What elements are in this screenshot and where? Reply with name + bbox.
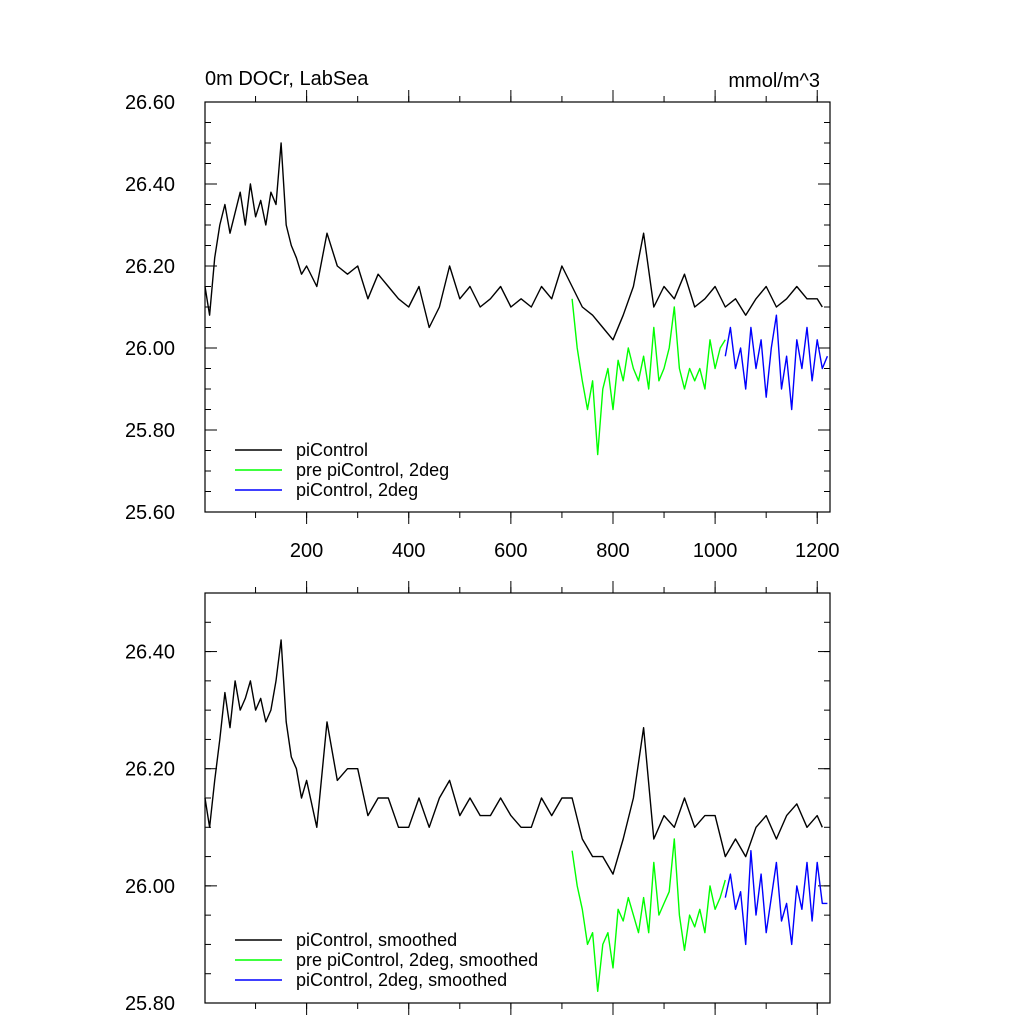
legend-label: piControl, 2deg: [296, 480, 418, 500]
x-tick-label: 1000: [693, 540, 738, 562]
y-tick-label: 26.40: [125, 174, 175, 196]
y-tick-label: 26.20: [125, 256, 175, 278]
y-tick-label: 25.60: [125, 502, 175, 524]
legend-label: piControl, smoothed: [296, 930, 457, 950]
series-line-piControl_2deg: [724, 850, 828, 946]
x-tick-label: 200: [290, 540, 323, 562]
series-line-pre_piControl_2deg: [571, 838, 726, 992]
legend-label: piControl, 2deg, smoothed: [296, 970, 507, 990]
y-tick-label: 26.40: [125, 642, 175, 664]
series-line-pre_piControl_2deg: [571, 298, 726, 456]
y-tick-label: 25.80: [125, 993, 175, 1015]
series-line-piControl: [204, 639, 823, 875]
top-chart: 25.60 25.80 26.00 26.20 26.40 26.60 200 400 600 8…: [125, 90, 840, 562]
chart-title: 0m DOCr, LabSea: [205, 68, 369, 90]
legend-label: pre piControl, 2deg, smoothed: [296, 950, 538, 970]
y-tick-label: 26.60: [125, 92, 175, 114]
legend-label: pre piControl, 2deg: [296, 460, 449, 480]
x-tick-label: 800: [596, 540, 629, 562]
y-tick-label: 26.20: [125, 759, 175, 781]
x-tick-label: 400: [392, 540, 425, 562]
x-tick-label: 1200: [795, 540, 840, 562]
series-line-piControl_2deg: [724, 314, 829, 411]
x-tick-label: 600: [494, 540, 527, 562]
legend-label: piControl: [296, 440, 368, 460]
chart-units: mmol/m^3: [728, 70, 820, 92]
series-line-piControl: [204, 142, 823, 341]
y-tick-label: 26.00: [125, 876, 175, 898]
y-tick-label: 26.00: [125, 338, 175, 360]
y-tick-label: 25.80: [125, 420, 175, 442]
